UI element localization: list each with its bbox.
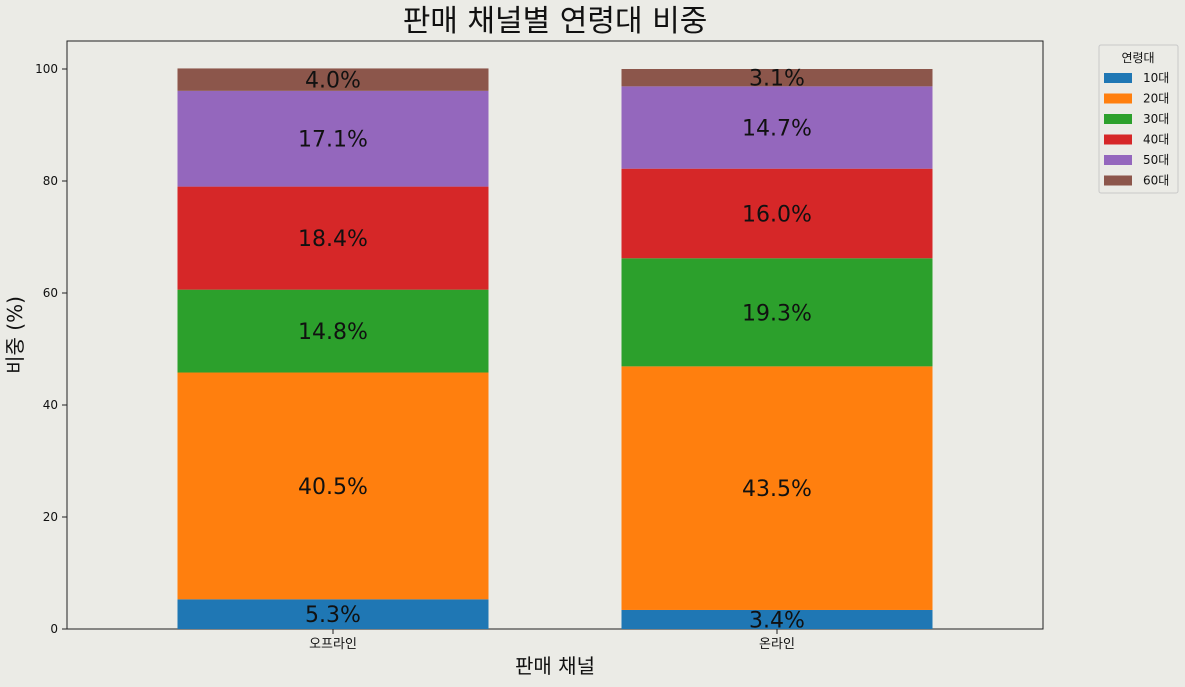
x-axis: 오프라인 온라인 xyxy=(309,629,795,652)
legend-items: 10대 20대 30대 40대 50대 60대 xyxy=(1104,71,1169,188)
x-tick-label: 오프라인 xyxy=(309,637,357,652)
x-axis-label: 판매 채널 xyxy=(515,654,595,678)
legend-label-6: 60대 xyxy=(1143,174,1169,188)
bar-segment-2-6 xyxy=(621,69,933,87)
data-label-2-6: 3.1% xyxy=(749,67,805,92)
y-axis-label: 비중 (%) xyxy=(3,296,27,374)
legend-swatch-4 xyxy=(1104,134,1132,145)
legend-label-1: 10대 xyxy=(1143,71,1169,85)
bar-segment-2-3 xyxy=(621,258,933,367)
data-label-1-6: 4.0% xyxy=(305,69,361,94)
legend-swatch-2 xyxy=(1104,93,1132,104)
legend-label-2: 20대 xyxy=(1143,92,1169,106)
data-label-1-3: 14.8% xyxy=(298,320,368,345)
bar-segment-2-4 xyxy=(621,168,933,259)
bar-segment-1-4 xyxy=(177,186,489,290)
bar-segment-1-5 xyxy=(177,90,489,187)
data-label-1-5: 17.1% xyxy=(298,128,368,153)
y-tick-label: 100 xyxy=(35,62,58,76)
legend-swatch-6 xyxy=(1104,175,1132,186)
y-tick-label: 80 xyxy=(43,174,58,188)
y-tick-label: 60 xyxy=(43,286,58,300)
data-labels-layer: 5.3%40.5%14.8%18.4%17.1%4.0%3.4%43.5%19.… xyxy=(298,67,812,634)
bar-segment-1-2 xyxy=(177,372,489,600)
legend-label-4: 40대 xyxy=(1143,133,1169,147)
bar-segment-1-3 xyxy=(177,289,489,373)
bar-segment-2-1 xyxy=(621,609,933,629)
bar-segment-2-2 xyxy=(621,366,933,610)
legend-swatch-1 xyxy=(1104,73,1132,83)
data-label-1-4: 18.4% xyxy=(298,227,368,252)
y-tick-label: 20 xyxy=(43,510,58,524)
bar-segment-1-1 xyxy=(177,599,489,629)
data-label-2-5: 14.7% xyxy=(742,117,812,142)
y-tick-label: 0 xyxy=(50,622,58,636)
data-label-2-3: 19.3% xyxy=(742,301,812,326)
y-axis: 0 20 40 60 80 100 xyxy=(35,62,67,636)
data-label-1-2: 40.5% xyxy=(298,475,368,500)
legend-title: 연령대 xyxy=(1121,51,1154,65)
data-label-2-2: 43.5% xyxy=(742,477,812,502)
bars-layer xyxy=(177,68,933,629)
chart-title: 판매 채널별 연령대 비중 xyxy=(403,4,708,39)
legend-label-3: 30대 xyxy=(1143,112,1169,126)
y-tick-label: 40 xyxy=(43,398,58,412)
x-tick-label: 온라인 xyxy=(759,637,795,652)
data-label-1-1: 5.3% xyxy=(305,603,361,628)
bar-segment-1-6 xyxy=(177,68,489,91)
data-label-2-4: 16.0% xyxy=(742,202,812,227)
legend-label-5: 50대 xyxy=(1143,153,1169,167)
legend-swatch-3 xyxy=(1104,114,1132,124)
legend-swatch-5 xyxy=(1104,155,1132,165)
legend: 연령대 10대 20대 30대 40대 50대 60대 xyxy=(1098,44,1179,194)
bar-segment-2-5 xyxy=(621,86,933,169)
